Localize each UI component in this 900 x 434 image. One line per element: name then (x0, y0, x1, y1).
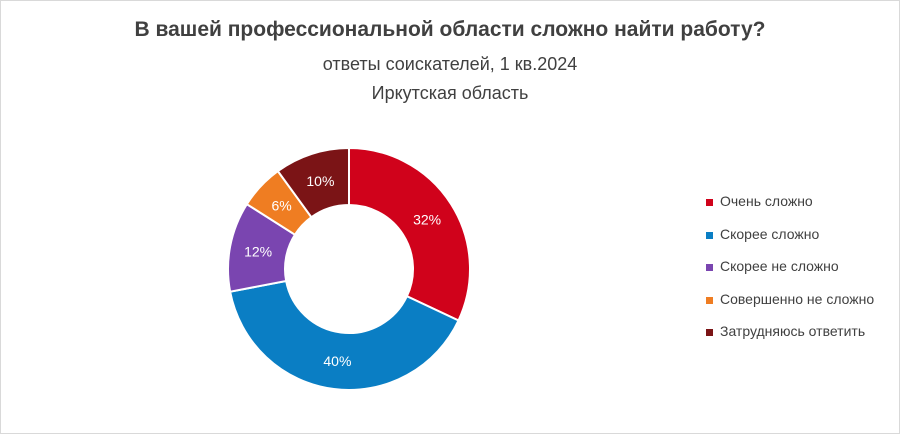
legend-item-4: Совершенно не сложно (706, 291, 874, 324)
slice-data-label-5: 10% (306, 173, 334, 189)
legend-label: Совершенно не сложно (720, 290, 875, 307)
legend-label: Затрудняюсь ответить (720, 323, 866, 339)
donut-slice-5 (276, 146, 350, 219)
legend-label: Очень сложно (720, 193, 813, 209)
slice-data-label-2: 40% (323, 353, 351, 369)
legend-swatch (706, 199, 713, 206)
chart-legend: Очень сложно Скорее сложно Скорее не сложн… (706, 193, 874, 356)
chart-region: Иркутская область (371, 83, 529, 103)
legend-item-3: Скорее не сложно (706, 258, 874, 291)
legend-swatch (706, 264, 713, 271)
slice-data-label-1: 32% (413, 211, 441, 227)
donut-slice-2 (228, 279, 460, 391)
slice-data-label-4: 6% (271, 198, 291, 214)
legend-swatch (706, 231, 713, 239)
legend-swatch (706, 329, 713, 336)
chart-title: В вашей профессиональной области сложно … (134, 18, 766, 41)
legend-swatch (706, 296, 713, 304)
slice-data-label-3: 12% (244, 244, 272, 260)
chart-subtitle: ответы соискателей, 1 кв.2024 (322, 54, 578, 74)
legend-label: Скорее сложно (720, 225, 820, 242)
legend-label: Скорее не сложно (720, 258, 839, 274)
legend-item-1: Очень сложно (706, 193, 874, 226)
donut-slice-1 (348, 146, 471, 322)
legend-item-2: Скорее сложно (706, 226, 874, 259)
legend-item-5: Затрудняюсь ответить (706, 323, 874, 356)
